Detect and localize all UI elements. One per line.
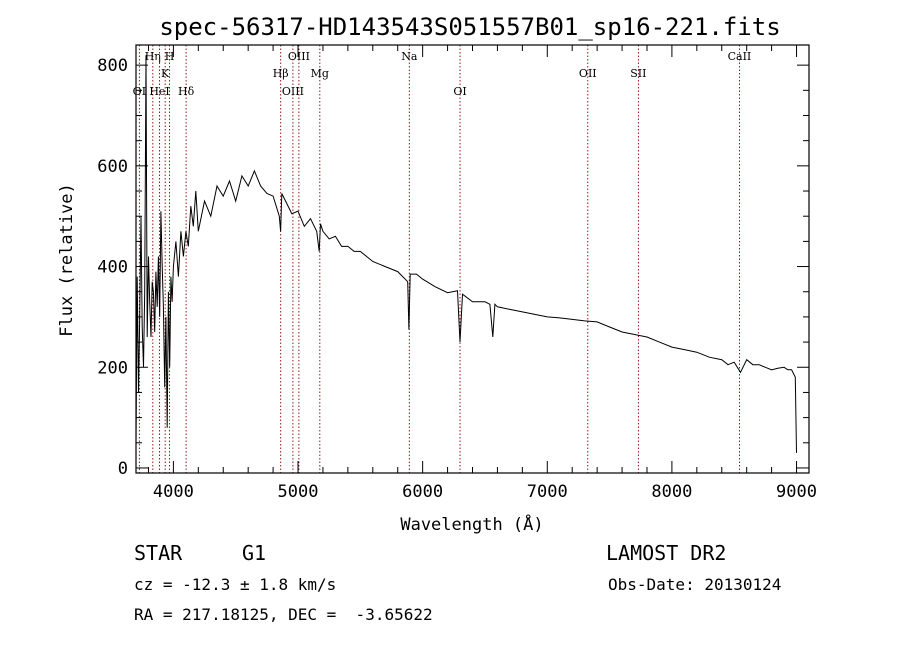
x-tick-label-0: 4000 [153, 482, 194, 502]
x-tick-label-3: 7000 [527, 482, 568, 502]
line-label-5: Hδ [178, 85, 195, 98]
obs-date: Obs-Date: 20130124 [608, 575, 781, 594]
flux-line [135, 55, 797, 453]
object-type: STAR [134, 541, 183, 565]
line-label-6: Hβ [273, 67, 289, 80]
line-label-7: OIII [282, 85, 304, 98]
axes [135, 44, 810, 474]
line-label-11: OI [453, 85, 466, 98]
plot-frame [135, 44, 810, 474]
chart-title: spec-56317-HD143543S051557B01_sp16-221.f… [159, 13, 780, 41]
ticks: 4000 5000 6000 7000 8000 9000 0 200 400 600 800 [97, 45, 817, 502]
redshift-info: cz = -12.3 ± 1.8 km/s [134, 575, 336, 594]
line-label-0: OI [133, 85, 146, 98]
line-label-2: HeI [149, 85, 169, 98]
line-label-9: Mg [311, 67, 329, 80]
line-label-1: Hη [145, 50, 161, 63]
y-tick-label-2: 400 [97, 258, 128, 278]
y-axis-label: Flux (relative) [57, 183, 77, 337]
line-label-12: OII [579, 67, 597, 80]
y-tick-label-1: 200 [97, 358, 128, 378]
line-label-3: K [161, 67, 170, 80]
x-axis-label: Wavelength (Å) [400, 513, 543, 535]
line-label-8: OIII [288, 50, 310, 63]
x-tick-label-4: 8000 [651, 482, 692, 502]
object-subclass: G1 [242, 541, 266, 565]
line-label-13: SII [630, 67, 646, 80]
line-label-14: CaII [728, 50, 752, 63]
y-tick-label-4: 800 [97, 56, 128, 76]
y-tick-label-0: 0 [118, 459, 128, 479]
coordinates: RA = 217.18125, DEC = -3.65622 [134, 605, 433, 624]
y-tick-label-3: 600 [97, 157, 128, 177]
x-tick-label-1: 5000 [278, 482, 319, 502]
flux-series [135, 55, 797, 453]
x-tick-label-5: 9000 [776, 482, 817, 502]
line-label-10: Na [401, 50, 418, 63]
line-label-4: H [165, 50, 175, 63]
x-tick-label-2: 6000 [402, 482, 443, 502]
survey-name: LAMOST DR2 [606, 541, 726, 565]
